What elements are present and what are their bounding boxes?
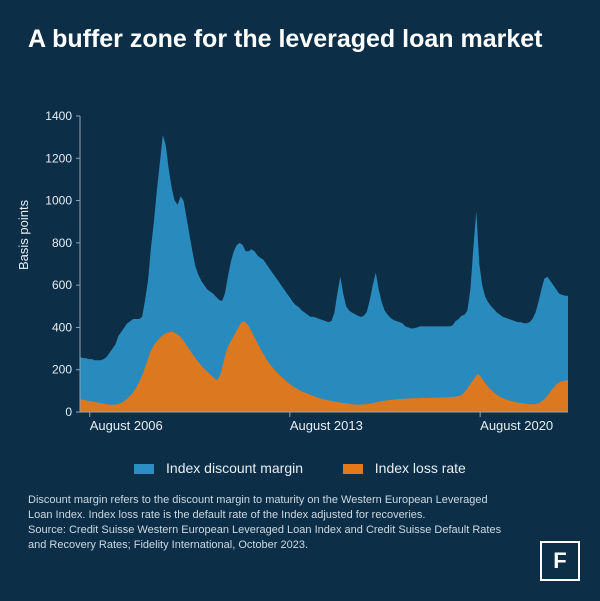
y-tick-label: 1000 [45,194,72,208]
y-tick-label: 600 [52,278,72,292]
chart-legend: Index discount margin Index loss rate [0,460,600,476]
x-tick-label: August 2006 [90,418,163,433]
footnote-line-1: Discount margin refers to the discount m… [28,493,508,523]
area-chart-svg: 0 200 400 600 800 1000 1200 1400 August 2006 Augu… [28,110,576,440]
y-tick-label: 1200 [45,151,72,165]
chart-card: A buffer zone for the leveraged loan mar… [0,0,600,601]
y-axis-label: Basis points [16,200,31,270]
chart-title: A buffer zone for the leveraged loan mar… [28,24,548,55]
y-tick-label: 400 [52,320,72,334]
chart-footnote: Discount margin refers to the discount m… [28,493,508,552]
y-tick-label: 0 [65,405,72,419]
chart-area: Basis points 0200400600800100012001400Au… [28,110,576,440]
x-tick-label: August 2020 [480,418,553,433]
y-tick-label: 1400 [45,110,72,123]
legend-label-2: Index loss rate [375,460,466,476]
legend-item-2: Index loss rate [343,460,466,476]
y-tick-label: 800 [52,236,72,250]
footnote-line-2: Source: Credit Suisse Western European L… [28,523,508,553]
legend-swatch-2 [343,464,363,474]
y-tick-label: 200 [52,363,72,377]
legend-swatch-1 [134,464,154,474]
brand-logo: F [540,541,580,581]
x-tick-label: August 2013 [290,418,363,433]
brand-logo-text: F [553,548,566,574]
legend-label-1: Index discount margin [166,460,303,476]
legend-item-1: Index discount margin [134,460,303,476]
